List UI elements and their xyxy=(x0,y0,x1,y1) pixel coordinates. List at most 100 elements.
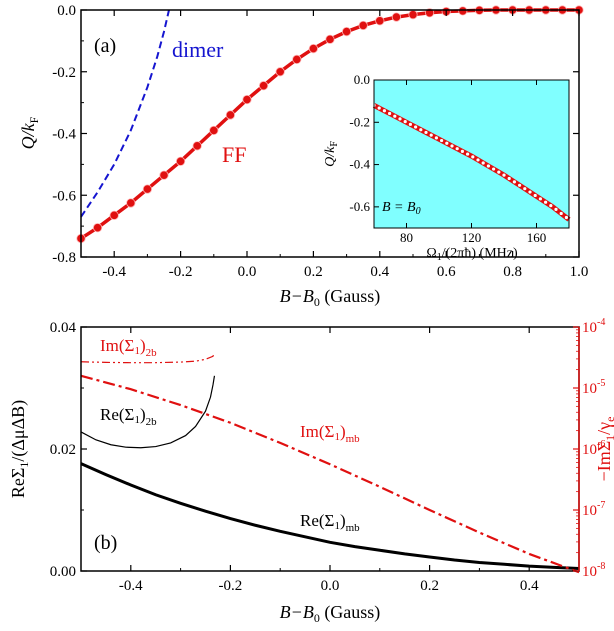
ff-point xyxy=(159,170,169,180)
im-2b-line xyxy=(80,352,216,364)
panel-b-x-tick-label: 0.0 xyxy=(321,578,340,594)
ff-point xyxy=(258,81,269,91)
inset-y-axis-title: Q/kF xyxy=(323,141,340,167)
panel-a-x-tick-label: -0.4 xyxy=(102,264,126,280)
panel-b-y2-tick-label: 10-6 xyxy=(582,439,605,458)
inset-point xyxy=(440,138,444,143)
panel-a-y-tick-label: -0.6 xyxy=(52,188,76,204)
inset-point xyxy=(507,176,511,181)
re-2b-label: Re(Σ1)2b xyxy=(100,405,157,428)
panel-a-xlabel-main: B−B xyxy=(280,286,314,306)
panel-b-y-axis-title: ReΣ1/(ΔμΔB) xyxy=(8,400,31,498)
inset-point xyxy=(434,136,438,140)
panel-b-xlabel-main: B−B xyxy=(280,602,314,622)
ff-point xyxy=(275,67,285,77)
inset-xlabel-sub: 1 xyxy=(437,252,442,263)
ff-point xyxy=(126,198,136,208)
panel-b-y-tick-label: 0.04 xyxy=(50,320,77,336)
inset-point xyxy=(528,190,532,194)
inset-xlabel-main: Ω xyxy=(426,246,436,261)
im-2b-label: Im(Σ1)2b xyxy=(100,336,157,359)
inset-point xyxy=(471,155,475,159)
inset-point xyxy=(497,170,501,174)
panel-a-x-ticks: -0.4 -0.2 0.0 0.2 0.4 0.6 0.8 1.0 xyxy=(102,10,588,280)
panel-b-x-tick-label: -0.2 xyxy=(219,578,243,594)
im-mb-label-main: Im(Σ xyxy=(300,422,335,441)
inset-point xyxy=(460,149,464,153)
re-mb-label-sub: 1 xyxy=(334,520,340,532)
inset-y-tick-label: -0.6 xyxy=(349,199,370,214)
panel-a-y-ticks: 0.0 -0.2 -0.4 -0.6 -0.8 xyxy=(52,3,579,266)
inset-point xyxy=(549,203,553,208)
inset-point xyxy=(419,128,423,132)
panel-a-x-tick-label: 1.0 xyxy=(570,264,589,280)
inset-xlabel-rest: /(2πħ) (MHz) xyxy=(442,246,518,261)
ff-point xyxy=(458,6,468,16)
panel-b-y2-tick-exp: -6 xyxy=(597,439,605,450)
re-mb-label-sub2: mb xyxy=(346,522,361,534)
inset-x-tick-label: 120 xyxy=(462,230,482,245)
ff-point xyxy=(225,110,235,120)
panel-b-label: (b) xyxy=(94,532,117,554)
panel-b-y2-tick-base: 10 xyxy=(582,503,597,519)
ff-point xyxy=(176,156,186,166)
inset-point xyxy=(450,144,454,148)
re-2b-label-main: Re(Σ xyxy=(100,405,135,424)
panel-b-y2-tick-exp: -5 xyxy=(597,378,605,389)
inset-x-tick-label: 160 xyxy=(527,230,547,245)
panel-b-y2-tick-base: 10 xyxy=(582,564,597,580)
panel-a-ylabel-main: Q/k xyxy=(18,122,38,149)
re-mb-line xyxy=(80,462,580,571)
panel-b-y-ticks: 0.00 0.02 0.04 xyxy=(50,320,87,580)
inset-y-ticks: 0.0 -0.2 -0.4 -0.6 xyxy=(349,72,379,214)
inset-point xyxy=(559,211,563,216)
inset-point xyxy=(502,173,506,177)
panel-a-x-tick-label: 0.2 xyxy=(304,264,323,280)
panel-b-y-tick-label: 0.00 xyxy=(50,564,76,580)
panel-b-xlabel-sub: 0 xyxy=(314,611,320,625)
inset-ylabel-main: Q/k xyxy=(323,146,338,167)
panel-b-ylabel-sub: 1 xyxy=(17,462,31,468)
inset-point xyxy=(377,106,381,110)
panel-b-ylabel-rest: /(ΔμΔB) xyxy=(8,400,29,462)
inset-point xyxy=(414,125,418,129)
ff-point xyxy=(375,16,385,26)
panel-b-series xyxy=(80,352,580,574)
re-mb-label-end: ) xyxy=(340,511,346,530)
im-2b-label-main: Im(Σ xyxy=(100,336,135,355)
panel-b-y2-tick-exp: -7 xyxy=(597,500,605,511)
inset-point xyxy=(564,215,569,220)
panel-b-y2-tick-base: 10 xyxy=(582,320,597,336)
inset-series xyxy=(372,103,571,222)
panel-b-y2label-sub: 1 xyxy=(603,435,614,441)
inset-y-tick-label: -0.2 xyxy=(349,114,370,129)
panel-b-y2-tick-label: 10-5 xyxy=(582,378,605,397)
inset-point xyxy=(518,183,522,187)
inset-x-tick-label: 80 xyxy=(400,230,413,245)
inset-x-axis-title: Ω1/(2πħ) (MHz) xyxy=(426,246,518,263)
panel-a-xlabel-sub: 0 xyxy=(314,295,320,309)
panel-b-y2-tick-label: 10-8 xyxy=(582,561,605,580)
panel-a-y-tick-label: -0.8 xyxy=(52,250,76,266)
im-mb-label-sub2: mb xyxy=(346,433,361,445)
panel-b-y2-axis-title: −ImΣ1/γe xyxy=(594,417,614,482)
ff-point xyxy=(109,210,119,220)
inset-point xyxy=(486,164,490,168)
re-2b-line xyxy=(80,375,216,449)
im-mb-label-sub: 1 xyxy=(334,431,340,443)
inset-point xyxy=(408,122,412,126)
dimer-label: dimer xyxy=(172,37,224,62)
panel-a-x-tick-label: 0.8 xyxy=(503,264,522,280)
ff-point xyxy=(308,43,318,54)
inset-annotation: B = B0 xyxy=(382,200,421,217)
inset-point xyxy=(554,207,558,211)
panel-a-y-tick-label: 0.0 xyxy=(57,3,76,19)
panel-b-x-axis-title: B−B0 (Gauss) xyxy=(280,602,381,625)
ff-point xyxy=(341,27,352,37)
ff-point xyxy=(192,141,202,151)
inset-point xyxy=(476,158,480,162)
panel-a: -0.4 -0.2 0.0 0.2 0.4 0.6 0.8 1.0 0.0-0.2-0.4-0… xyxy=(18,3,588,309)
inset-point xyxy=(424,130,428,135)
panel-a-x-tick-label: 0.4 xyxy=(370,264,389,280)
inset-point xyxy=(492,167,496,171)
